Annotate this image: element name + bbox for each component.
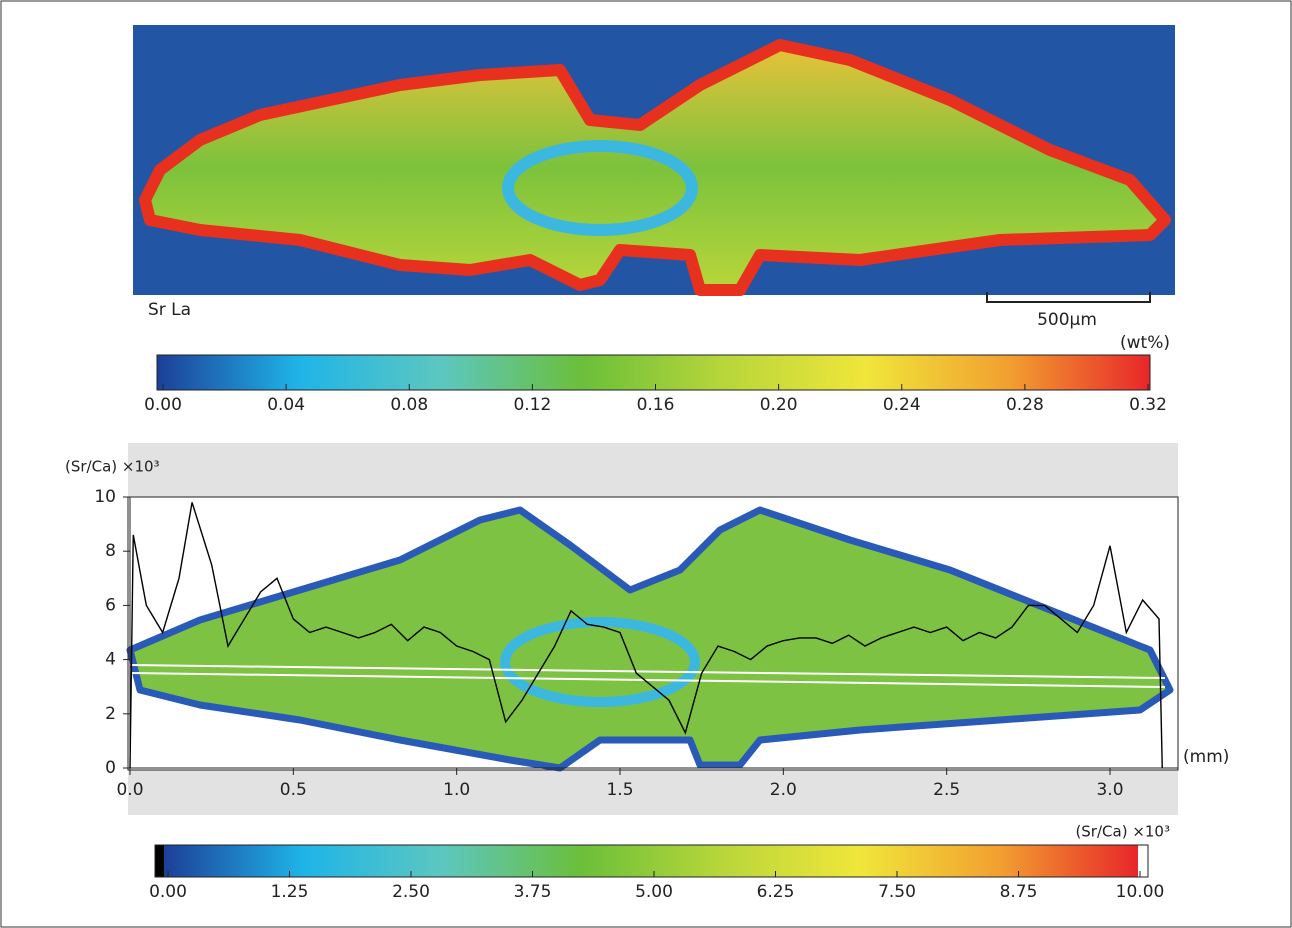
- x-tick-label: 0.0: [116, 780, 143, 800]
- y-tick-label: 0: [105, 758, 116, 778]
- tick-label: 8.75: [1000, 882, 1038, 902]
- y-tick-label: 8: [105, 541, 116, 561]
- otolith-core: [502, 140, 698, 236]
- tick-label: 5.00: [635, 882, 673, 902]
- y-tick-label: 2: [105, 704, 116, 724]
- y-axis-label: (Sr/Ca) ×10³: [65, 458, 160, 476]
- y-tick-label: 6: [105, 595, 116, 615]
- tick-label: 2.50: [392, 882, 430, 902]
- y-tick-label: 4: [105, 650, 116, 670]
- tick-label: 0.20: [760, 395, 798, 415]
- otolith-map: [139, 39, 1171, 296]
- scale-bar-label: 500µm: [1037, 310, 1097, 330]
- tick-label: 0.08: [390, 395, 428, 415]
- tick-label: 6.25: [757, 882, 795, 902]
- x-tick-label: 3.0: [1096, 780, 1123, 800]
- colorbar-frame: [154, 844, 1149, 878]
- tick-label: 0.00: [144, 395, 182, 415]
- colorbar-under: [155, 845, 164, 877]
- otolith-image: [126, 506, 1174, 772]
- map-label: Sr La: [148, 300, 191, 320]
- colorbar: [156, 354, 1151, 391]
- x-tick-label: 0.5: [280, 780, 307, 800]
- data-line: [129, 502, 1163, 769]
- tick-label: 3.75: [514, 882, 552, 902]
- tick-label: 0.28: [1006, 395, 1044, 415]
- colorbar-title: (wt%): [1120, 333, 1170, 353]
- tick-label: 10.00: [1116, 882, 1165, 902]
- x-tick-label: 2.0: [770, 780, 797, 800]
- x-tick-label: 1.0: [443, 780, 470, 800]
- tick-label: 0.04: [267, 395, 305, 415]
- tick-label: 0.24: [883, 395, 921, 415]
- otolith-core: [500, 617, 700, 707]
- tick-label: 0.32: [1129, 395, 1167, 415]
- transect-line: [129, 664, 1166, 679]
- tick-label: 0.00: [149, 882, 187, 902]
- x-tick-label: 2.5: [933, 780, 960, 800]
- plot-frame: [127, 496, 1179, 771]
- colorbar-over: [1138, 845, 1148, 877]
- scale-bar: [986, 292, 1151, 303]
- colorbar-title: (Sr/Ca) ×10³: [1075, 823, 1170, 841]
- tick-label: 7.50: [878, 882, 916, 902]
- tick-label: 0.16: [637, 395, 675, 415]
- y-tick-label: 10: [94, 487, 116, 507]
- x-axis-label: (mm): [1183, 747, 1229, 767]
- tick-label: 0.12: [513, 395, 551, 415]
- x-tick-label: 1.5: [606, 780, 633, 800]
- colorbar: [164, 845, 1138, 877]
- tick-label: 1.25: [271, 882, 309, 902]
- transect-line: [129, 672, 1166, 688]
